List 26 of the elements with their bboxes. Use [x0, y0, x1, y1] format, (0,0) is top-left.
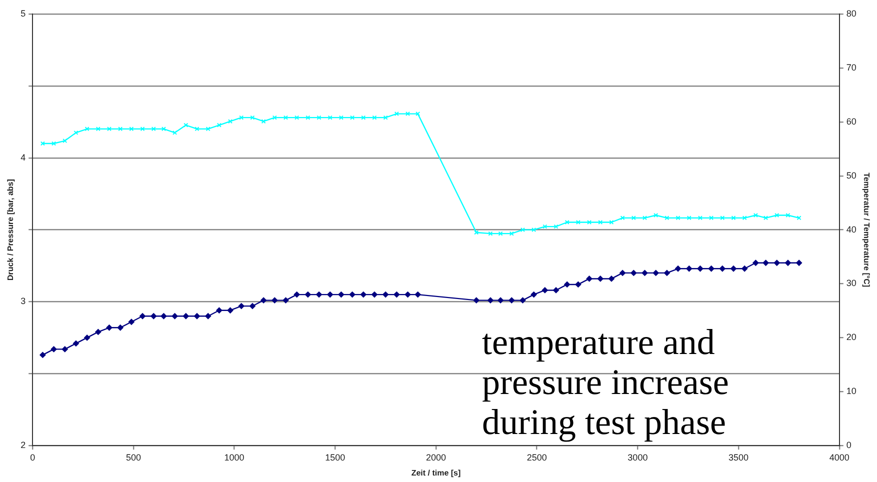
y2-tick-label: 40	[846, 224, 856, 234]
y2-tick-label: 30	[846, 278, 856, 288]
y-tick-label: 4	[20, 152, 26, 162]
x-axis-title: Zeit / time [s]	[411, 468, 461, 478]
y2-tick-label: 0	[846, 440, 852, 450]
y-axis-title: Druck / Pressure [bar, abs]	[6, 178, 16, 280]
x-tick-label: 1000	[224, 452, 244, 462]
y2-axis-title: Temperatur / Temperature [°C]	[862, 172, 871, 288]
y2-tick-label: 20	[846, 332, 856, 342]
x-tick-label: 4000	[829, 452, 850, 462]
y2-tick-label: 10	[846, 386, 856, 396]
x-tick-label: 0	[30, 452, 36, 462]
x-tick-label: 3000	[628, 452, 648, 462]
y2-tick-label: 50	[846, 170, 856, 180]
annotation: temperature and pressure increase during test phase	[482, 322, 730, 442]
y-tick-label: 2	[20, 440, 26, 450]
y2-tick-label: 60	[846, 116, 856, 126]
y2-tick-label: 80	[846, 8, 856, 18]
y-tick-label: 3	[20, 296, 26, 306]
x-tick-label: 3500	[728, 452, 749, 462]
x-tick-label: 2000	[426, 452, 446, 462]
x-tick-label: 500	[126, 452, 141, 462]
x-tick-label: 2500	[526, 452, 547, 462]
y2-tick-label: 70	[846, 62, 856, 72]
y-tick-label: 5	[20, 8, 26, 18]
x-tick-label: 1500	[325, 452, 346, 462]
